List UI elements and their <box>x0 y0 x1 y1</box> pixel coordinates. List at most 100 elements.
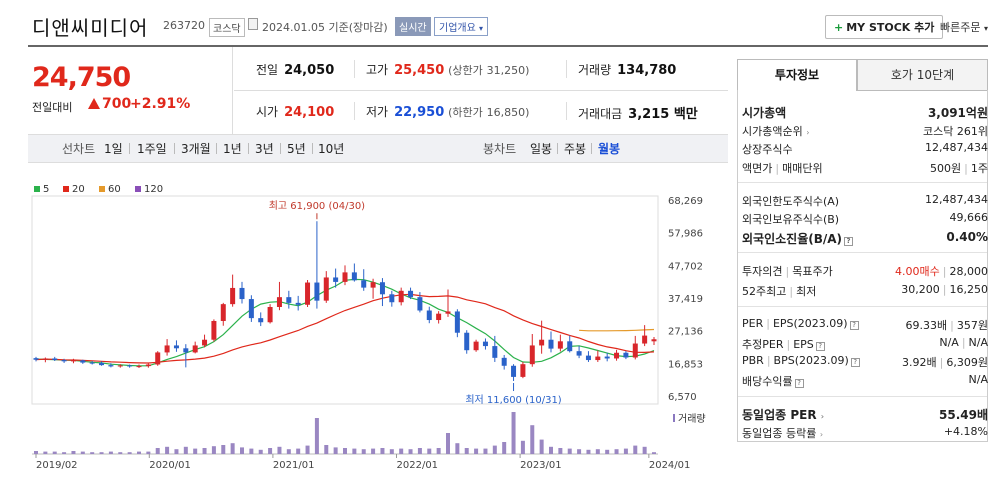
volume-bar <box>118 452 123 454</box>
range-3y[interactable]: 3년 <box>255 142 274 156</box>
mcap-rank-link[interactable]: 시가총액순위 › <box>742 123 809 139</box>
sector-per-value: 55.49배 <box>939 408 988 422</box>
volume-bar <box>62 452 67 454</box>
date-value: 2024.01.05 <box>262 21 325 34</box>
price-chart[interactable]: 68,269 57,986 47,702 37,419 27,136 16,853 6,57… <box>28 176 728 476</box>
open-value: 24,100 <box>284 105 335 120</box>
candle-body <box>173 345 179 349</box>
volume-bar <box>99 452 104 454</box>
help-icon[interactable]: ? <box>849 321 859 330</box>
candle-body <box>42 358 48 360</box>
candle-body <box>520 364 526 377</box>
chevron-right-icon: › <box>820 412 825 421</box>
candle-body <box>295 302 301 305</box>
sector-per-link[interactable]: 동일업종 PER › <box>742 406 824 423</box>
pbr-value: 3.92배 <box>902 356 937 369</box>
x-tick-label: 2024/01 <box>649 460 691 471</box>
candle-body <box>258 318 264 323</box>
w52-high-label: 52주최고 <box>742 285 787 298</box>
y-tick-label: 16,853 <box>668 359 703 370</box>
pipe-separator: | <box>775 162 780 175</box>
volume-bar <box>249 448 254 454</box>
help-icon[interactable]: ? <box>850 358 860 367</box>
candle-body <box>33 358 39 360</box>
volume-value: 134,780 <box>617 63 677 78</box>
candle-weekly[interactable]: 주봉 <box>564 142 587 156</box>
candle-monthly[interactable]: 월봉 <box>598 142 621 156</box>
divider <box>216 143 217 154</box>
pipe-separator: | <box>766 354 771 367</box>
date-basis: 2024.01.05 기준(장마감) <box>262 19 388 35</box>
dividend-label: 배당수익률? <box>742 373 804 389</box>
pipe-separator: | <box>785 265 790 278</box>
w52-high-value: 30,200 <box>901 283 940 296</box>
add-mystock-button[interactable]: + MY STOCK 추가 <box>825 15 944 39</box>
candle-body <box>230 287 236 305</box>
candle-body <box>539 339 545 346</box>
pipe-separator: | <box>789 285 794 298</box>
candle-body <box>417 297 423 311</box>
legend-label: 20 <box>72 184 85 195</box>
x-tick-label: 2023/01 <box>520 460 562 471</box>
sector-change-link[interactable]: 동일업종 등락률 › <box>742 425 823 441</box>
x-tick-label: 2022/01 <box>397 460 439 471</box>
volume-bar <box>567 448 572 454</box>
plot-area <box>31 195 659 405</box>
volume-bar <box>549 446 553 454</box>
candle-body <box>361 280 367 288</box>
volume-bar <box>642 446 647 454</box>
candle-body <box>117 365 123 367</box>
range-5y[interactable]: 5년 <box>287 142 306 156</box>
volume-bar <box>417 448 422 454</box>
company-overview-dropdown[interactable]: 기업개요 ▾ <box>434 17 489 36</box>
market-badge: 코스닥 <box>209 18 245 37</box>
target-value: 28,000 <box>949 265 989 278</box>
foreign-ratio-label: 외국인소진율(B/A)? <box>742 230 854 247</box>
help-icon[interactable]: ? <box>844 237 854 246</box>
help-icon[interactable]: ? <box>815 342 825 351</box>
range-1w[interactable]: 1주일 <box>137 142 167 156</box>
range-1d[interactable]: 1일 <box>104 142 123 156</box>
realtime-button[interactable]: 실시간 <box>395 17 431 36</box>
divider <box>738 252 987 253</box>
divider <box>738 396 987 397</box>
tab-order-book-10[interactable]: 호가 10단계 <box>857 59 988 91</box>
volume-bar <box>380 448 385 454</box>
price-change-pct: +2.91% <box>130 96 191 112</box>
high-annotation: 최고 61,900 (04/30) <box>269 200 365 212</box>
foreign-ratio-text: 외국인소진율(B/A) <box>742 232 843 246</box>
y-tick-label: 6,570 <box>668 392 697 403</box>
range-3m[interactable]: 3개월 <box>181 142 211 156</box>
opinion-target-label: 투자의견 | 목표주가 <box>742 263 833 279</box>
info-tabs: 투자정보 호가 10단계 <box>737 59 988 91</box>
quote-open: 시가 24,100 <box>256 103 334 120</box>
legend-swatch <box>99 186 105 192</box>
quick-order-link[interactable]: 빠른주문 ▾ <box>940 19 988 35</box>
candle-body <box>651 339 657 342</box>
face-label: 액면가 <box>742 162 773 175</box>
y-tick-label: 57,986 <box>668 229 703 240</box>
candle-body <box>595 356 601 361</box>
volume-bar <box>455 443 460 454</box>
tab-investment-info[interactable]: 투자정보 <box>737 59 857 91</box>
volume-bar <box>230 443 235 454</box>
est-eps-value: N/A <box>968 336 988 349</box>
w52-label: 52주최고 | 최저 <box>742 283 816 299</box>
divider <box>232 47 233 134</box>
volume-bar <box>333 447 338 454</box>
volume-bar <box>614 449 619 454</box>
high-label: 고가 <box>366 63 389 77</box>
candle-body <box>305 282 311 305</box>
w52-low-label: 최저 <box>796 285 817 298</box>
range-10y[interactable]: 10년 <box>318 142 345 156</box>
range-1y[interactable]: 1년 <box>223 142 242 156</box>
mcap-value: 3,091억원 <box>927 106 988 120</box>
candle-body <box>623 352 629 358</box>
help-icon[interactable]: ? <box>794 379 804 388</box>
candle-daily[interactable]: 일봉 <box>530 142 553 156</box>
candle-body <box>557 341 563 349</box>
y-tick-label: 27,136 <box>668 327 703 338</box>
mcap-label: 시가총액 <box>742 106 787 120</box>
volume-bar <box>530 425 535 454</box>
pipe-separator: | <box>950 319 954 332</box>
